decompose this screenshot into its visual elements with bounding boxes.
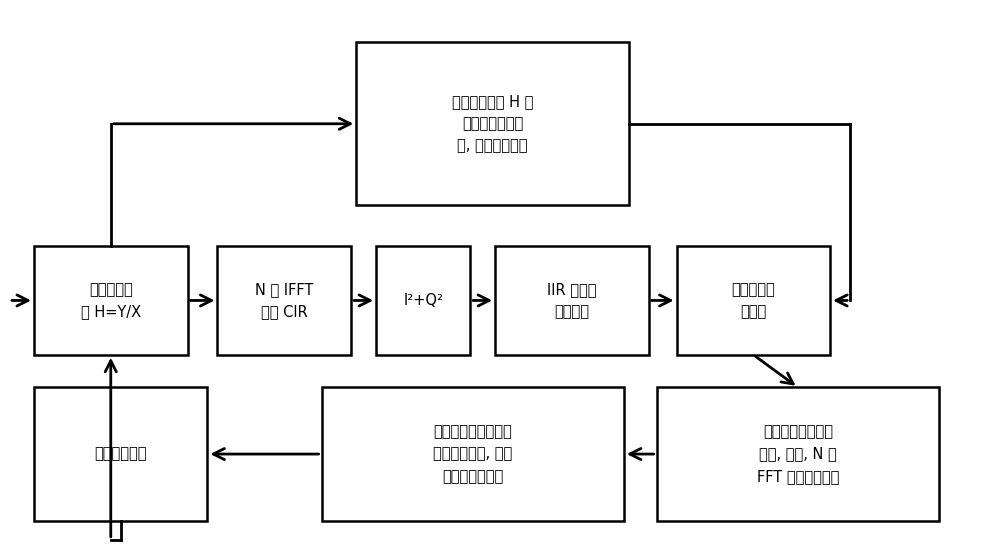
Bar bbox=[356, 42, 629, 205]
Text: 功率时延分布相位
旋转, 分段, N 点
FFT 级联组成频域: 功率时延分布相位 旋转, 分段, N 点 FFT 级联组成频域 bbox=[757, 424, 839, 484]
Text: IIR 滤波器
中去噪声: IIR 滤波器 中去噪声 bbox=[547, 282, 597, 319]
Text: 计算功率时
延分布: 计算功率时 延分布 bbox=[731, 282, 775, 319]
Bar bbox=[34, 388, 207, 521]
Bar bbox=[657, 388, 939, 521]
Bar bbox=[322, 388, 624, 521]
Bar bbox=[495, 246, 649, 355]
Text: 瞬时信道估
计 H=Y/X: 瞬时信道估 计 H=Y/X bbox=[81, 282, 141, 319]
Text: 瞬时信道估计 H 变
到时域后去噪处
理, 之后变回频域: 瞬时信道估计 H 变 到时域后去噪处 理, 之后变回频域 bbox=[452, 94, 533, 153]
Text: 计算信道估计: 计算信道估计 bbox=[94, 447, 147, 461]
Text: N 点 IFFT
得到 CIR: N 点 IFFT 得到 CIR bbox=[255, 282, 314, 319]
Bar bbox=[677, 246, 830, 355]
Text: 组成频域自相关矩阵
和互相关矩阵, 以计
算信道估计系数: 组成频域自相关矩阵 和互相关矩阵, 以计 算信道估计系数 bbox=[433, 424, 512, 484]
Text: I²+Q²: I²+Q² bbox=[403, 293, 443, 308]
Bar bbox=[376, 246, 470, 355]
Bar bbox=[217, 246, 351, 355]
Bar bbox=[34, 246, 188, 355]
